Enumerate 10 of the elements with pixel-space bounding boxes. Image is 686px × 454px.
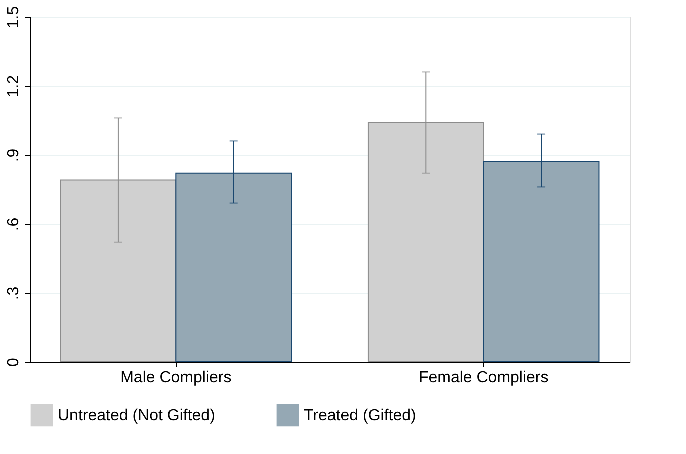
y-tick-label: 0 — [6, 358, 22, 367]
x-tick-label: Female Compliers — [418, 370, 549, 386]
y-tick-label: .3 — [6, 286, 22, 300]
legend-label: Untreated (Not Gifted) — [58, 407, 216, 424]
y-tick-label: .6 — [6, 218, 22, 232]
y-tick-label: 1.5 — [6, 6, 22, 29]
x-tick-label: Male Compliers — [120, 370, 232, 386]
y-tick-label: .9 — [6, 148, 22, 162]
legend-label: Treated (Gifted) — [304, 407, 416, 424]
y-tick-label: 1.2 — [6, 75, 22, 98]
